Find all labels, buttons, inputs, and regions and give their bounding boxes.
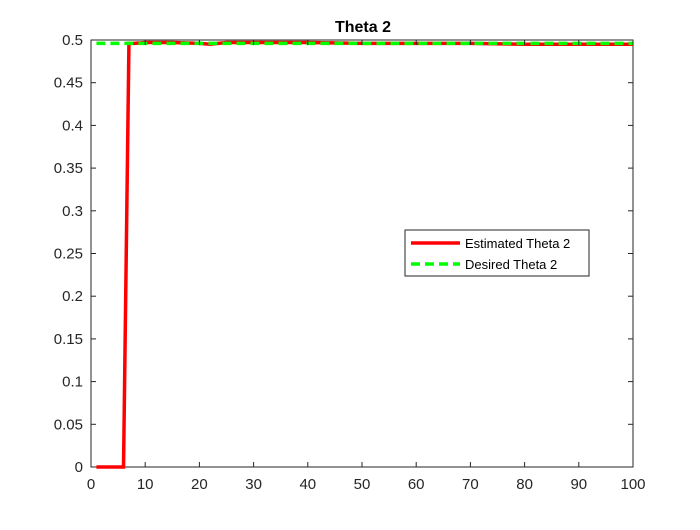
y-tick-label: 0.3 [62,203,83,220]
x-tick-label: 20 [191,476,208,493]
x-tick-label: 50 [354,476,371,493]
y-tick-label: 0.25 [54,246,83,263]
tick-layer: 0 10 20 30 40 50 60 70 80 90 100 0 0.05 0.1 0.15 0.2 0.2… [54,32,646,493]
y-tick-label: 0.1 [62,374,83,391]
x-tick-label: 100 [620,476,645,493]
x-tick-label: 60 [408,476,425,493]
y-tick-label: 0 [75,459,83,476]
legend: Estimated Theta 2 Desired Theta 2 [404,229,590,277]
y-tick-label: 0.15 [54,331,83,348]
x-tick-label: 30 [245,476,262,493]
x-tick-label: 90 [570,476,587,493]
x-tick-label: 10 [137,476,154,493]
y-tick-label: 0.05 [54,416,83,433]
x-tick-label: 40 [299,476,316,493]
legend-box [404,229,590,277]
y-tick-label: 0.35 [54,160,83,177]
y-tick-label: 0.2 [62,288,83,305]
legend-label-desired: Desired Theta 2 [465,257,557,272]
x-tick-label: 70 [462,476,479,493]
y-tick-label: 0.4 [62,117,83,134]
y-tick-label: 0.45 [54,75,83,92]
legend-label-estimated: Estimated Theta 2 [465,236,570,251]
x-tick-label: 0 [87,476,95,493]
y-tick-label: 0.5 [62,32,83,49]
chart-title: Theta 2 [335,19,391,36]
x-tick-label: 80 [516,476,533,493]
